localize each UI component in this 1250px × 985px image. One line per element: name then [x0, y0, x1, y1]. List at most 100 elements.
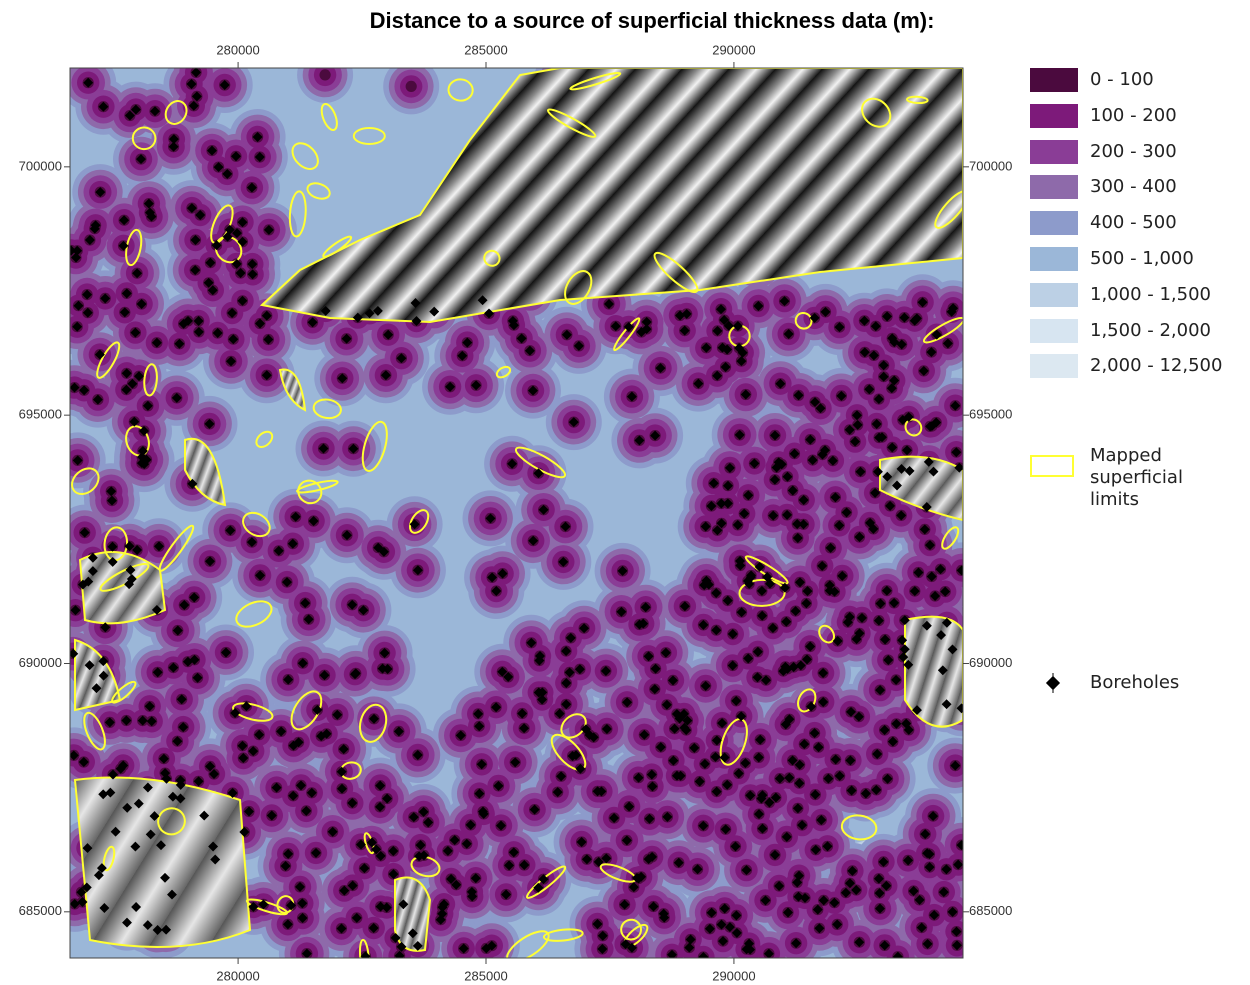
borehole — [350, 668, 361, 679]
borehole — [210, 854, 221, 865]
borehole — [486, 940, 497, 951]
borehole — [914, 894, 925, 905]
borehole — [341, 333, 352, 344]
borehole — [380, 370, 391, 381]
borehole — [794, 778, 805, 789]
borehole — [852, 419, 863, 430]
borehole — [167, 791, 178, 802]
borehole — [636, 871, 647, 882]
borehole — [98, 656, 109, 667]
borehole — [879, 725, 890, 735]
borehole — [98, 101, 109, 112]
borehole — [735, 556, 745, 566]
borehole — [788, 662, 799, 672]
borehole — [396, 941, 407, 952]
borehole — [669, 723, 680, 734]
borehole — [795, 577, 805, 588]
borehole — [297, 913, 308, 923]
borehole — [136, 299, 147, 309]
borehole — [476, 759, 487, 770]
borehole — [882, 471, 893, 482]
borehole — [779, 582, 790, 593]
borehole — [824, 580, 835, 591]
borehole — [347, 798, 358, 808]
y-tick-label: 690000 — [969, 655, 1012, 670]
borehole — [336, 766, 347, 777]
borehole — [516, 333, 527, 344]
borehole — [351, 912, 362, 923]
borehole — [779, 296, 790, 307]
borehole — [784, 772, 795, 783]
legend-label: 1,500 - 2,000 — [1090, 319, 1211, 341]
borehole — [898, 652, 909, 663]
borehole — [87, 566, 98, 577]
borehole — [83, 77, 94, 88]
x-tick-label: 285000 — [464, 42, 507, 57]
borehole — [681, 308, 692, 319]
limit-outline — [410, 855, 441, 878]
borehole — [880, 634, 891, 645]
map-area — [70, 68, 963, 958]
borehole — [519, 723, 530, 734]
borehole — [501, 889, 512, 900]
borehole — [396, 353, 407, 364]
borehole — [307, 317, 318, 328]
limit-outline — [744, 555, 789, 585]
borehole — [369, 713, 379, 724]
borehole — [342, 530, 352, 541]
limit-outline — [164, 100, 188, 125]
y-tick-label: 685000 — [19, 903, 62, 918]
borehole — [104, 717, 115, 728]
borehole — [136, 154, 146, 165]
borehole — [151, 337, 162, 348]
borehole — [497, 666, 508, 677]
borehole — [724, 462, 735, 473]
borehole — [790, 606, 801, 617]
borehole — [701, 342, 712, 353]
borehole — [724, 922, 735, 933]
borehole — [741, 865, 752, 876]
borehole — [887, 333, 898, 344]
legend-label: Mapped superficial limits — [1090, 445, 1183, 510]
borehole — [956, 565, 963, 576]
borehole — [650, 430, 661, 441]
borehole — [575, 763, 586, 774]
borehole — [816, 815, 827, 825]
borehole — [730, 841, 741, 852]
legend-swatch — [1030, 455, 1074, 477]
borehole — [388, 869, 399, 880]
borehole — [733, 768, 744, 779]
borehole — [793, 891, 804, 902]
borehole — [854, 628, 865, 639]
borehole — [182, 656, 193, 667]
borehole — [792, 803, 803, 814]
borehole — [851, 885, 862, 895]
x-tick-label: 290000 — [712, 42, 755, 57]
borehole — [189, 592, 200, 603]
borehole — [896, 463, 907, 474]
borehole — [720, 362, 731, 372]
borehole — [706, 907, 717, 918]
borehole — [485, 513, 496, 524]
borehole — [246, 182, 257, 193]
legend-swatch — [1030, 318, 1078, 343]
borehole — [703, 579, 714, 590]
borehole — [418, 806, 429, 817]
borehole — [736, 356, 747, 367]
borehole — [823, 773, 834, 784]
borehole — [818, 697, 829, 707]
borehole — [208, 841, 219, 852]
borehole — [744, 938, 755, 949]
borehole — [77, 579, 88, 590]
limit-outline — [922, 316, 963, 344]
borehole — [731, 910, 742, 921]
borehole — [226, 356, 236, 367]
borehole — [698, 619, 709, 630]
borehole — [130, 327, 141, 338]
borehole — [899, 615, 910, 626]
borehole — [623, 321, 634, 332]
borehole — [87, 552, 98, 563]
borehole — [795, 660, 806, 671]
borehole — [886, 383, 897, 394]
borehole — [837, 570, 848, 581]
